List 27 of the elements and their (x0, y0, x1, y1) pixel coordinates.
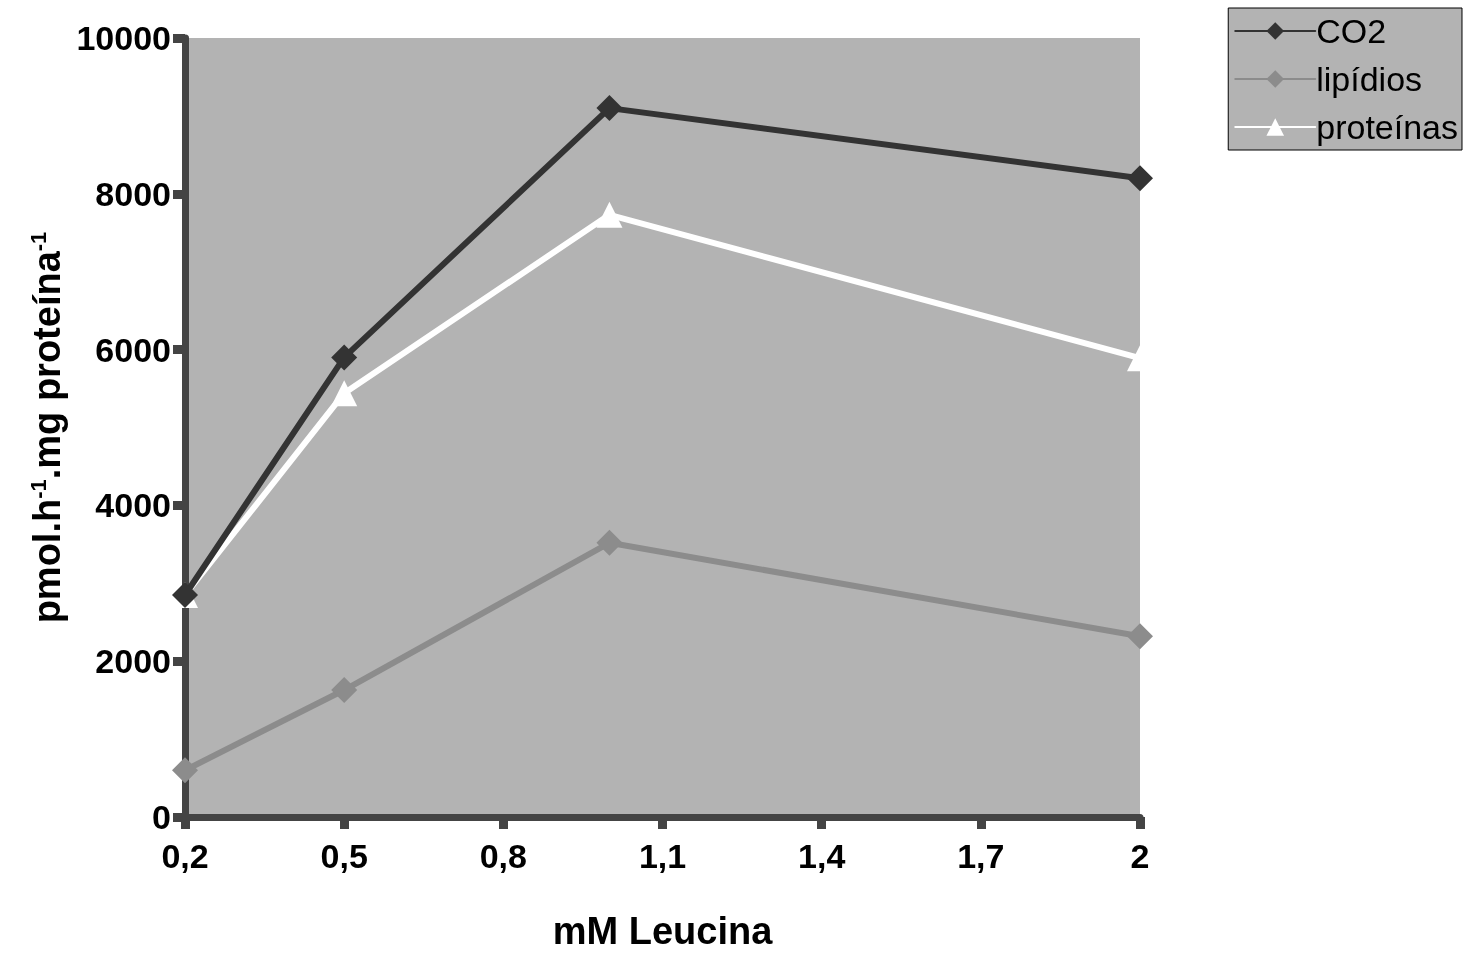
point (596, 201, 623, 228)
y-tick-label: 8000 (95, 174, 171, 213)
x-tick-label: 0,2 (161, 837, 209, 875)
x-tick-label: 0,5 (320, 837, 368, 875)
y-tick-label: 0 (152, 798, 171, 836)
point (596, 529, 623, 556)
point (596, 95, 623, 122)
legend-label: CO2 (1316, 12, 1387, 50)
y-tick-label: 4000 (95, 486, 171, 525)
y-tick-label: 6000 (95, 330, 171, 369)
point (331, 677, 358, 704)
legend-label: proteínas (1316, 108, 1458, 146)
point (331, 344, 358, 371)
x-tick-label: 2 (1130, 837, 1150, 875)
x-tick-label: 1,1 (638, 837, 687, 875)
x-tick-label: 0,8 (479, 837, 527, 875)
point (1127, 165, 1153, 192)
x-tick-label: 1,7 (957, 837, 1005, 875)
point (1127, 623, 1153, 650)
point (172, 757, 198, 784)
x-tick-label: 1,4 (798, 837, 846, 875)
x-axis-title: mM Leucina (552, 910, 774, 952)
legend-label: lipídios (1316, 60, 1423, 98)
y-axis-title: pmol.h-1.mg proteína-1 (25, 231, 68, 624)
point (331, 380, 358, 407)
y-tick-label: 10000 (76, 19, 171, 57)
y-tick-label: 2000 (95, 642, 171, 681)
